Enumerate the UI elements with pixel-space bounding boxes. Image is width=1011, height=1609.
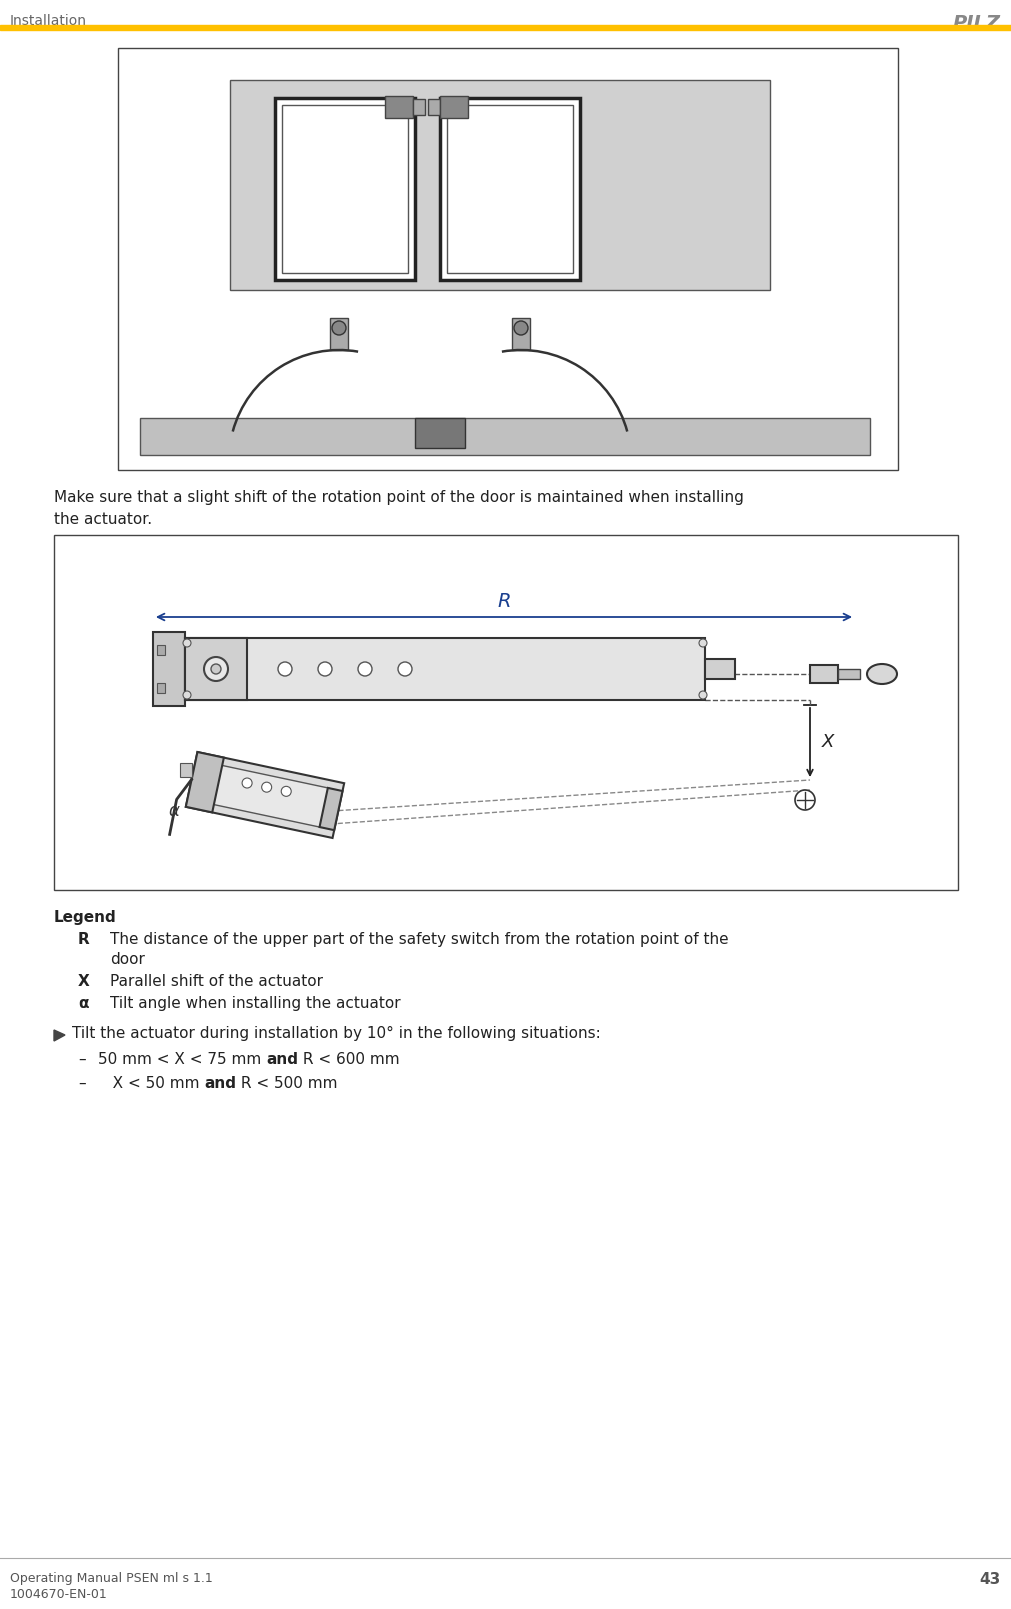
Polygon shape: [319, 788, 343, 830]
Circle shape: [262, 782, 272, 792]
Bar: [118, 48, 898, 470]
Text: PILZ: PILZ: [953, 14, 1001, 34]
Ellipse shape: [867, 665, 897, 684]
Polygon shape: [54, 1030, 65, 1041]
Text: X: X: [822, 734, 834, 751]
Circle shape: [318, 661, 332, 676]
Text: the actuator.: the actuator.: [54, 512, 152, 528]
Circle shape: [281, 787, 291, 796]
Text: Parallel shift of the actuator: Parallel shift of the actuator: [110, 973, 323, 990]
Bar: [140, 418, 870, 455]
Text: R < 500 mm: R < 500 mm: [237, 1076, 338, 1091]
Text: Make sure that a slight shift of the rotation point of the door is maintained wh: Make sure that a slight shift of the rot…: [54, 491, 744, 505]
Circle shape: [795, 790, 815, 809]
Circle shape: [183, 690, 191, 698]
Circle shape: [699, 639, 707, 647]
Text: and: and: [266, 1052, 298, 1067]
Text: Tilt the actuator during installation by 10° in the following situations:: Tilt the actuator during installation by…: [72, 1027, 601, 1041]
Circle shape: [332, 322, 346, 335]
Polygon shape: [186, 751, 223, 813]
Bar: [415, 418, 465, 447]
Text: Installation: Installation: [10, 14, 87, 27]
Circle shape: [278, 661, 292, 676]
Text: Legend: Legend: [54, 911, 116, 925]
Bar: [428, 100, 440, 114]
Text: and: and: [204, 1076, 237, 1091]
Bar: [810, 665, 838, 682]
Bar: [180, 763, 192, 777]
Bar: [705, 660, 735, 679]
Circle shape: [242, 779, 252, 788]
Text: 43: 43: [980, 1572, 1001, 1586]
Text: α: α: [169, 803, 180, 821]
Circle shape: [398, 661, 412, 676]
Text: X < 50 mm: X < 50 mm: [98, 1076, 204, 1091]
Text: α: α: [78, 996, 89, 1010]
Text: R < 600 mm: R < 600 mm: [298, 1052, 399, 1067]
Bar: [229, 80, 770, 290]
Bar: [440, 97, 468, 117]
Circle shape: [211, 665, 221, 674]
Text: Operating Manual PSEN ml s 1.1: Operating Manual PSEN ml s 1.1: [10, 1572, 212, 1585]
Circle shape: [358, 661, 372, 676]
Bar: [330, 319, 348, 351]
Text: 1004670-EN-01: 1004670-EN-01: [10, 1588, 108, 1601]
Text: –: –: [78, 1052, 86, 1067]
Bar: [440, 98, 580, 280]
Bar: [275, 98, 415, 280]
Text: Tilt angle when installing the actuator: Tilt angle when installing the actuator: [110, 996, 400, 1010]
Polygon shape: [186, 751, 344, 838]
Circle shape: [204, 656, 228, 681]
Circle shape: [183, 639, 191, 647]
Bar: [0, 26, 1011, 31]
Polygon shape: [202, 763, 330, 827]
Text: door: door: [110, 953, 145, 967]
Text: –: –: [78, 1076, 86, 1091]
Bar: [838, 669, 860, 679]
Text: The distance of the upper part of the safety switch from the rotation point of t: The distance of the upper part of the sa…: [110, 932, 729, 948]
Bar: [282, 105, 408, 274]
Circle shape: [699, 690, 707, 698]
Text: X: X: [78, 973, 90, 990]
Bar: [185, 639, 247, 700]
Bar: [413, 100, 425, 114]
Bar: [447, 105, 573, 274]
Bar: [54, 536, 958, 890]
Bar: [157, 682, 165, 693]
Bar: [153, 632, 185, 706]
Circle shape: [514, 322, 528, 335]
Text: 50 mm < X < 75 mm: 50 mm < X < 75 mm: [98, 1052, 266, 1067]
Bar: [185, 639, 705, 700]
Text: R: R: [78, 932, 90, 948]
Bar: [385, 97, 413, 117]
Bar: [157, 645, 165, 655]
Text: R: R: [497, 592, 511, 611]
Bar: [512, 319, 530, 351]
